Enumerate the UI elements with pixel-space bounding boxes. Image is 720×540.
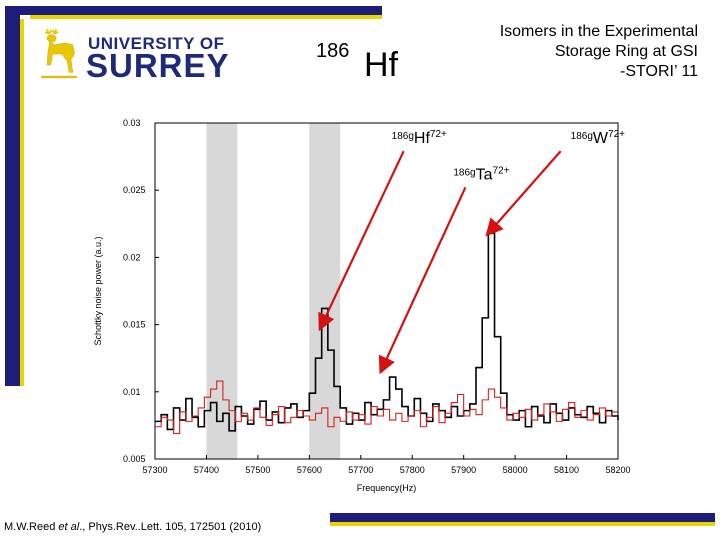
y-tick-label: 0.03 <box>123 118 141 128</box>
isotope-mass: 186 <box>316 40 350 62</box>
logo-line2: SURREY <box>86 47 230 84</box>
isotope-symbol: Hf <box>364 46 398 84</box>
x-tick-label: 58100 <box>554 465 579 475</box>
y-tick-label: 0.025 <box>123 185 146 195</box>
bottom-navy-bar <box>330 513 715 522</box>
x-tick-label: 58000 <box>503 465 528 475</box>
y-tick-label: 0.015 <box>123 320 146 330</box>
annotation-arrow <box>378 186 467 375</box>
x-tick-label: 57300 <box>142 465 167 475</box>
left-navy-bar <box>5 6 20 386</box>
x-tick-label: 57900 <box>451 465 476 475</box>
highlight-band <box>309 123 341 459</box>
series-line-black <box>155 232 619 432</box>
title-line-2: Storage Ring at GSI <box>554 43 698 60</box>
citation-etal: et al <box>58 521 80 533</box>
title-line-3: -STORI’ 11 <box>620 63 698 80</box>
page-title: Isomers in the Experimental Storage Ring… <box>438 22 698 82</box>
citation: M.W.Reed et al., Phys.Rev..Lett. 105, 17… <box>4 521 261 533</box>
university-stag-logo <box>41 28 77 79</box>
top-navy-bar <box>20 6 382 15</box>
top-yellow-bar <box>30 15 382 19</box>
x-tick-label: 57800 <box>400 465 425 475</box>
annotation-mass: 186g <box>392 131 414 142</box>
logo-line1: UNIVERSITY OF <box>88 34 225 53</box>
x-tick-label: 57400 <box>194 465 219 475</box>
x-axis-label: Frequency(Hz) <box>357 483 417 493</box>
annotation-arrow <box>485 150 562 237</box>
x-tick-label: 57700 <box>348 465 373 475</box>
x-tick-label: 58200 <box>605 465 630 475</box>
y-tick-label: 0.02 <box>123 252 141 262</box>
citation-rest: ., Phys.Rev..Lett. 105, 172501 (2010) <box>79 521 262 533</box>
x-tick-label: 57500 <box>245 465 270 475</box>
title-line-1: Isomers in the Experimental <box>499 23 698 40</box>
annotation-label: 186gHf72+ <box>392 129 447 147</box>
series-line-red <box>155 380 619 435</box>
x-tick-label: 57600 <box>297 465 322 475</box>
annotation-arrow <box>318 150 405 332</box>
annotation-mass: 186g <box>571 131 593 142</box>
annotation-charge: 72+ <box>430 129 447 140</box>
y-tick-label: 0.005 <box>123 454 146 464</box>
left-yellow-bar <box>20 19 24 386</box>
annotation-charge: 72+ <box>493 165 510 176</box>
y-axis-label: Schottky noise power (a.u.) <box>93 236 103 345</box>
annotation-symbol: Hf <box>414 130 431 147</box>
plot-frame <box>154 122 619 460</box>
annotation-mass: 186g <box>453 167 475 178</box>
annotation-symbol: Ta <box>476 166 493 183</box>
bottom-yellow-bar <box>330 522 715 526</box>
annotation-label: 186gTa72+ <box>453 165 509 183</box>
y-tick-label: 0.01 <box>123 387 141 397</box>
annotation-symbol: W <box>593 130 609 147</box>
annotation-charge: 72+ <box>608 129 625 140</box>
annotation-label: 186gW72+ <box>571 129 625 147</box>
citation-authors: M.W.Reed <box>4 521 59 533</box>
